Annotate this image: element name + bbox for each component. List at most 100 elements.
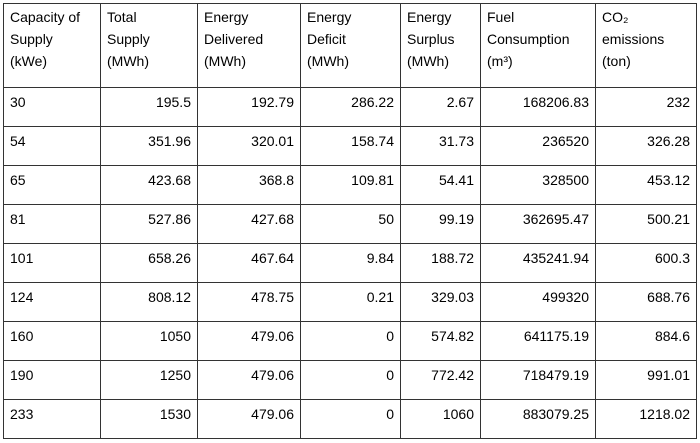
- table-cell: 0.21: [300, 282, 401, 322]
- table-cell: 65: [3, 165, 101, 205]
- header-text: Energy: [204, 9, 249, 25]
- data-table: Capacity of Supply (kWe) Total Supply (MWh) En…: [3, 3, 697, 439]
- header-text: Energy: [407, 9, 452, 25]
- header-text: Surplus: [407, 31, 455, 47]
- table-cell: 329.03: [400, 282, 481, 322]
- table-cell: 0: [300, 399, 401, 439]
- table-row: 30 195.5 192.79 286.22 2.67 168206.83 232: [3, 87, 697, 127]
- table-cell: 362695.47: [480, 204, 596, 244]
- table-row: 190 1250 479.06 0 772.42 718479.19 991.01: [3, 360, 697, 400]
- table-cell: 688.76: [595, 282, 697, 322]
- header-text: (ton): [602, 53, 631, 69]
- table-cell: 574.82: [400, 321, 481, 361]
- header-text: Consumption: [487, 31, 570, 47]
- table-cell: 54.41: [400, 165, 481, 205]
- header-text: Delivered: [204, 31, 264, 47]
- table-cell: 168206.83: [480, 87, 596, 127]
- table-cell: 81: [3, 204, 101, 244]
- table-row: 54 351.96 320.01 158.74 31.73 236520 326.28: [3, 126, 697, 166]
- header-text: Deficit: [307, 31, 346, 47]
- header-cell: Fuel Consumption (m³): [480, 3, 596, 88]
- header-text: (kWe): [10, 53, 48, 69]
- table-cell: 1050: [100, 321, 198, 361]
- table-cell: 500.21: [595, 204, 697, 244]
- table-cell: 236520: [480, 126, 596, 166]
- table-cell: 772.42: [400, 360, 481, 400]
- table-cell: 453.12: [595, 165, 697, 205]
- table-cell: 478.75: [197, 282, 301, 322]
- table-cell: 30: [3, 87, 101, 127]
- table-cell: 351.96: [100, 126, 198, 166]
- table-cell: 499320: [480, 282, 596, 322]
- table-cell: 368.8: [197, 165, 301, 205]
- table-cell: 600.3: [595, 243, 697, 283]
- table-cell: 718479.19: [480, 360, 596, 400]
- table-row: 233 1530 479.06 0 1060 883079.25 1218.02: [3, 399, 697, 439]
- table-cell: 188.72: [400, 243, 481, 283]
- table-cell: 190: [3, 360, 101, 400]
- table-cell: 0: [300, 360, 401, 400]
- table-cell: 527.86: [100, 204, 198, 244]
- header-text: Supply: [10, 31, 53, 47]
- table-cell: 326.28: [595, 126, 697, 166]
- table-cell: 883079.25: [480, 399, 596, 439]
- table-cell: 0: [300, 321, 401, 361]
- table-cell: 641175.19: [480, 321, 596, 361]
- table-cell: 427.68: [197, 204, 301, 244]
- header-text: emissions: [602, 31, 665, 47]
- table-cell: 423.68: [100, 165, 198, 205]
- table-row: 160 1050 479.06 0 574.82 641175.19 884.6: [3, 321, 697, 361]
- table-cell: 109.81: [300, 165, 401, 205]
- table-row: 81 527.86 427.68 50 99.19 362695.47 500.21: [3, 204, 697, 244]
- table-cell: 467.64: [197, 243, 301, 283]
- table-cell: 286.22: [300, 87, 401, 127]
- header-cell: Energy Surplus (MWh): [400, 3, 481, 88]
- table-cell: 54: [3, 126, 101, 166]
- header-cell: Capacity of Supply (kWe): [3, 3, 101, 88]
- header-text: Capacity of: [10, 9, 81, 25]
- table-cell: 232: [595, 87, 697, 127]
- table-cell: 808.12: [100, 282, 198, 322]
- table-cell: 1218.02: [595, 399, 697, 439]
- table-cell: 2.67: [400, 87, 481, 127]
- header-text: (MWh): [307, 53, 349, 69]
- table-cell: 124: [3, 282, 101, 322]
- table-cell: 50: [300, 204, 401, 244]
- header-text: Energy: [307, 9, 352, 25]
- table-cell: 233: [3, 399, 101, 439]
- header-text: (m³): [487, 53, 513, 69]
- table-row: 124 808.12 478.75 0.21 329.03 499320 688.76: [3, 282, 697, 322]
- table-row: 65 423.68 368.8 109.81 54.41 328500 453.12: [3, 165, 697, 205]
- header-text: Fuel: [487, 9, 515, 25]
- table-cell: 158.74: [300, 126, 401, 166]
- header-text: (MWh): [407, 53, 449, 69]
- table-cell: 1250: [100, 360, 198, 400]
- table-cell: 9.84: [300, 243, 401, 283]
- table-cell: 884.6: [595, 321, 697, 361]
- table-cell: 1060: [400, 399, 481, 439]
- table-cell: 658.26: [100, 243, 198, 283]
- table-cell: 479.06: [197, 360, 301, 400]
- table-cell: 192.79: [197, 87, 301, 127]
- header-text: (MWh): [204, 53, 246, 69]
- table-cell: 320.01: [197, 126, 301, 166]
- table-body: 30 195.5 192.79 286.22 2.67 168206.83 232 54 351…: [3, 87, 697, 439]
- header-row: Capacity of Supply (kWe) Total Supply (MWh) En…: [3, 3, 697, 88]
- table-cell: 160: [3, 321, 101, 361]
- header-text: Total: [107, 9, 137, 25]
- table-container: Capacity of Supply (kWe) Total Supply (MWh) En…: [3, 3, 697, 439]
- table-cell: 479.06: [197, 399, 301, 439]
- header-cell: CO₂ emissions (ton): [595, 3, 697, 88]
- header-cell: Energy Deficit (MWh): [300, 3, 401, 88]
- table-cell: 99.19: [400, 204, 481, 244]
- table-cell: 1530: [100, 399, 198, 439]
- header-text: Supply: [107, 31, 150, 47]
- table-row: 101 658.26 467.64 9.84 188.72 435241.94 600.3: [3, 243, 697, 283]
- table-cell: 31.73: [400, 126, 481, 166]
- table-cell: 101: [3, 243, 101, 283]
- table-cell: 435241.94: [480, 243, 596, 283]
- header-text: CO₂: [602, 9, 629, 25]
- table-cell: 328500: [480, 165, 596, 205]
- table-cell: 479.06: [197, 321, 301, 361]
